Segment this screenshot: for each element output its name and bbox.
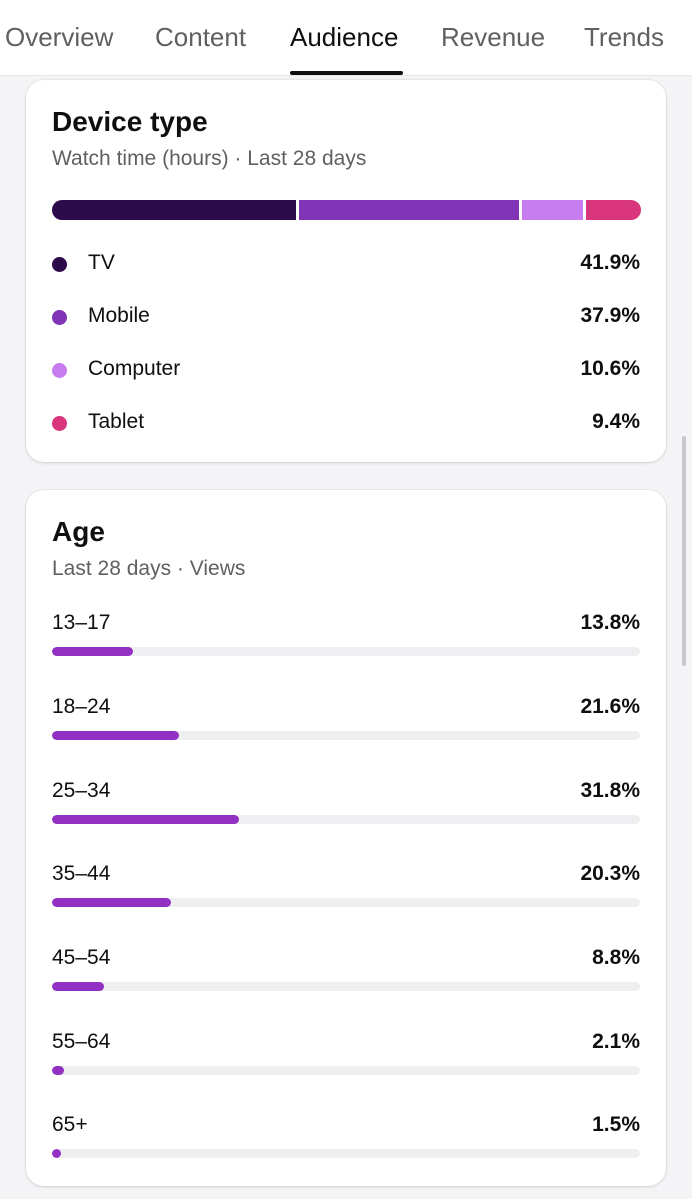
legend-dot [52,416,67,431]
device-legend-row: Tablet 9.4% [52,408,640,438]
age-bar-track [52,982,640,991]
age-group-label: 45–54 [52,946,111,969]
age-group-value: 21.6% [580,695,640,718]
tab-overview[interactable]: Overview [5,22,114,52]
device-type-title: Device type [52,106,208,137]
device-type-subtitle: Watch time (hours) · Last 28 days [52,147,367,170]
age-row: 35–44 20.3% [52,862,640,908]
scrollbar[interactable] [682,436,686,666]
age-card: Age Last 28 days · Views 13–17 13.8% 18–… [26,490,666,1186]
age-group-label: 13–17 [52,611,111,634]
age-row: 65+ 1.5% [52,1113,640,1159]
age-group-value: 31.8% [580,779,640,802]
age-row: 13–17 13.8% [52,611,640,657]
age-bar-track [52,815,640,824]
legend-dot [52,257,67,272]
age-group-label: 18–24 [52,695,111,718]
age-bar-track [52,1066,640,1075]
age-bar-fill [52,1066,65,1075]
age-bar-track [52,647,640,656]
tab-audience[interactable]: Audience [290,22,399,52]
legend-label: Computer [88,357,181,380]
age-row: 18–24 21.6% [52,695,640,741]
device-segment-tablet [586,200,641,220]
device-segment-tv [52,200,296,220]
legend-label: TV [88,251,115,274]
age-group-label: 65+ [52,1113,88,1136]
age-group-value: 13.8% [580,611,640,634]
legend-label: Mobile [88,304,150,327]
device-stacked-bar [52,200,641,220]
legend-value: 9.4% [592,410,640,433]
age-group-value: 20.3% [580,862,640,885]
age-bar-fill [52,1149,61,1158]
device-segment-computer [521,200,584,220]
age-group-value: 2.1% [592,1030,640,1053]
age-bar-fill [52,815,239,824]
age-row: 55–64 2.1% [52,1030,640,1076]
legend-dot [52,310,67,325]
tab-bar: Overview Content Audience Revenue Trends [0,0,692,76]
legend-value: 37.9% [580,304,640,327]
age-bar-fill [52,982,104,991]
age-bar-track [52,731,640,740]
age-bar-track [52,898,640,907]
age-group-label: 35–44 [52,862,111,885]
device-legend-row: Computer 10.6% [52,355,640,385]
age-bar-track [52,1149,640,1158]
legend-dot [52,363,67,378]
age-group-value: 8.8% [592,946,640,969]
age-bar-fill [52,647,134,656]
legend-label: Tablet [88,410,145,433]
tab-content[interactable]: Content [155,22,247,52]
legend-value: 41.9% [580,251,640,274]
tab-trends[interactable]: Trends [584,22,664,52]
legend-value: 10.6% [580,357,640,380]
age-bar-fill [52,731,179,740]
device-legend-row: Mobile 37.9% [52,302,640,332]
age-group-value: 1.5% [592,1113,640,1136]
age-row: 45–54 8.8% [52,946,640,992]
device-type-card: Device type Watch time (hours) · Last 28… [26,80,666,462]
tab-revenue[interactable]: Revenue [441,22,546,52]
device-legend-row: TV 41.9% [52,249,640,279]
age-group-label: 55–64 [52,1030,111,1053]
age-title: Age [52,516,105,547]
age-subtitle: Last 28 days · Views [52,557,246,580]
age-group-label: 25–34 [52,779,111,802]
age-row: 25–34 31.8% [52,779,640,825]
age-bar-fill [52,898,172,907]
device-segment-mobile [298,200,519,220]
active-tab-indicator [290,71,403,75]
